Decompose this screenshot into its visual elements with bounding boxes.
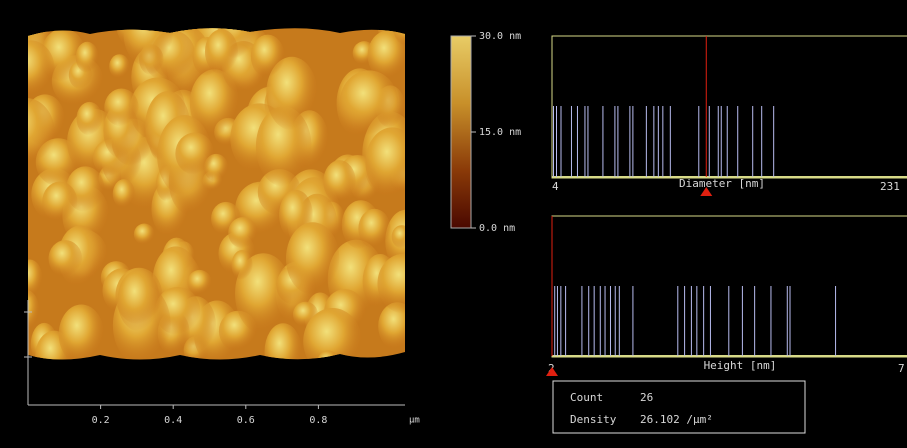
grain bbox=[228, 217, 257, 248]
x-tick-label: 0.2 bbox=[92, 415, 110, 426]
grain bbox=[104, 89, 138, 127]
grain bbox=[49, 240, 83, 277]
colorbar-label: 0.0 nm bbox=[479, 223, 515, 234]
grain bbox=[323, 160, 355, 203]
max-label: 7 bbox=[898, 362, 905, 375]
grain bbox=[76, 102, 102, 136]
density-value: 26.102 /µm² bbox=[640, 413, 713, 426]
stats-box: Count 26 Density 26.102 /µm² bbox=[553, 381, 805, 433]
grain bbox=[17, 260, 42, 299]
grain bbox=[188, 270, 212, 295]
panel-frame bbox=[552, 36, 907, 178]
axis-label: Height [nm] bbox=[704, 359, 777, 372]
grain bbox=[59, 305, 104, 365]
x-tick-label: 0.4 bbox=[164, 415, 182, 426]
colorbar-label: 30.0 nm bbox=[479, 31, 521, 42]
grain bbox=[175, 132, 214, 174]
grain bbox=[13, 290, 40, 333]
max-label: 231 bbox=[880, 180, 900, 193]
density-label: Density bbox=[570, 413, 617, 426]
grain bbox=[113, 179, 135, 208]
afm-analysis-view: µm 0.2 0.4 0.6 0.8 4 Diameter [nm] 231 2 He… bbox=[0, 0, 907, 444]
colorbar-label: 15.0 nm bbox=[479, 127, 521, 138]
grain bbox=[251, 35, 285, 78]
grain bbox=[377, 254, 430, 314]
axis-label: Diameter [nm] bbox=[679, 177, 765, 190]
grain bbox=[118, 270, 160, 332]
afm-image bbox=[0, 0, 431, 381]
grain bbox=[76, 42, 99, 73]
colorbar bbox=[451, 36, 471, 228]
grain bbox=[134, 223, 155, 245]
count-label: Count bbox=[570, 391, 603, 404]
min-label: 4 bbox=[552, 180, 559, 193]
count-value: 26 bbox=[640, 391, 653, 404]
x-tick-label: 0.8 bbox=[309, 415, 327, 426]
grain bbox=[394, 14, 426, 46]
grain bbox=[286, 222, 339, 294]
grain bbox=[109, 54, 130, 79]
grain bbox=[7, 40, 55, 98]
grain bbox=[303, 308, 362, 375]
grain bbox=[358, 209, 390, 249]
grain bbox=[265, 323, 302, 380]
height-panel: 2 Height [nm] 7 bbox=[546, 216, 907, 376]
x-unit: µm bbox=[409, 416, 420, 426]
grain bbox=[124, 3, 173, 67]
grain bbox=[42, 182, 77, 222]
grain bbox=[340, 70, 399, 135]
x-tick-label: 0.6 bbox=[237, 415, 255, 426]
grain bbox=[231, 250, 252, 280]
grain bbox=[317, 350, 339, 373]
grain bbox=[365, 127, 419, 197]
grain bbox=[392, 225, 412, 248]
diameter-panel: 4 Diameter [nm] 231 bbox=[552, 36, 907, 196]
grain bbox=[205, 29, 238, 74]
